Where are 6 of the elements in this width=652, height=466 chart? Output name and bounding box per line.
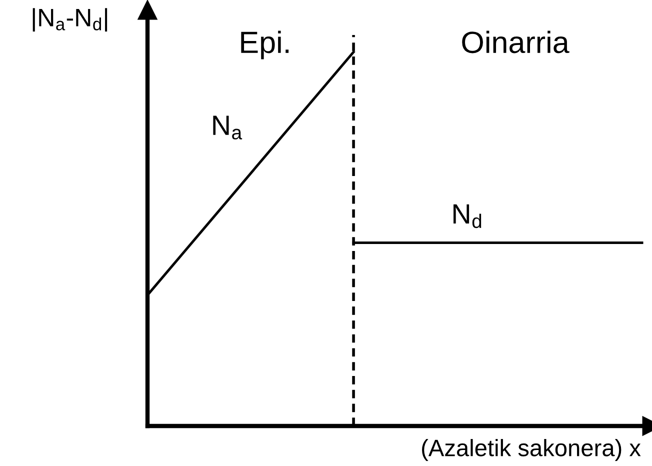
y-axis-title: |N$_{a}$-N$_{d}$| (32, 8, 108, 32)
annotation: Epi. (241, 30, 289, 60)
series-label: N$_{d}$ (454, 204, 482, 228)
x-axis-title: (Azaletik sakonera) x (422, 438, 641, 461)
annotation: Oinarria (462, 30, 570, 54)
series-label: N$_{a}$ (213, 116, 242, 140)
